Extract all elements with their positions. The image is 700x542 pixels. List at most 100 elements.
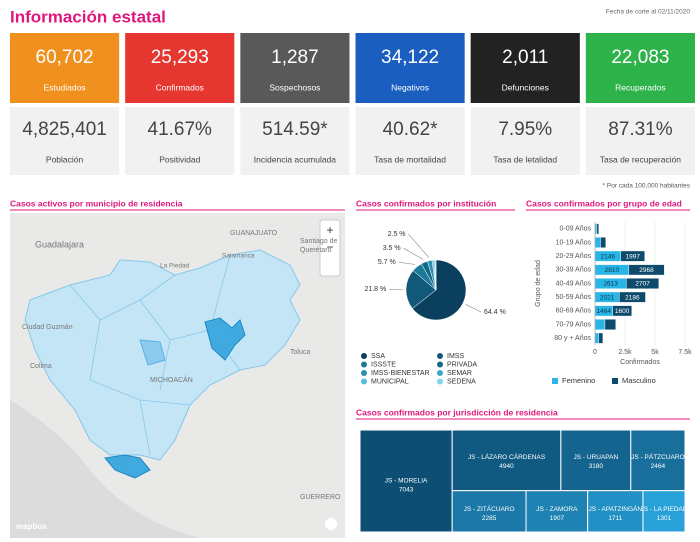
bar-value-label: 1464	[597, 308, 612, 315]
legend-label: SEDENA	[447, 378, 476, 385]
y-tick-label: 80 y + Años	[554, 335, 591, 342]
active-area	[104, 454, 151, 479]
rate-value: 7.95%	[498, 119, 552, 140]
y-tick-label: 40-49 Años	[556, 280, 592, 287]
stat-label: Recuperados	[615, 82, 666, 92]
bar-segment	[612, 305, 632, 317]
treemap-value: 1711	[608, 515, 622, 522]
treemap-label: JS - PÁTZCUARO	[631, 452, 684, 461]
y-tick-label: 0-09 Años	[559, 226, 591, 233]
treemap-value: 1907	[550, 515, 565, 522]
treemap-label: JS - ZAMORA	[536, 506, 578, 513]
stat-label: Confirmados	[156, 82, 204, 92]
map-label: Ciudad Guzmán	[22, 324, 73, 331]
pie-slice	[405, 270, 437, 309]
x-tick-label: 2.5k	[618, 349, 632, 356]
legend-marker	[552, 378, 558, 384]
rate-label: Incidencia acumulada	[254, 154, 336, 164]
bar-segment	[628, 264, 665, 276]
legend-marker	[437, 370, 443, 376]
pie-slice	[412, 259, 467, 321]
legend-marker	[437, 361, 443, 368]
rate-label: Tasa de recuperación	[600, 154, 682, 164]
section-title: Casos confirmados por institución	[356, 198, 496, 208]
treemap-label: JS - URUAPAN	[573, 454, 618, 461]
bar-value-label: 2707	[635, 281, 650, 288]
map-label: Guadalajara	[35, 239, 84, 249]
treemap-cell	[630, 429, 686, 492]
bar-segment	[594, 319, 606, 330]
stat-label: Estudiados	[44, 82, 86, 92]
zoom-button[interactable]: +	[326, 223, 333, 237]
stat-value: 60,702	[36, 47, 94, 68]
page-title: Información estatal	[10, 7, 166, 26]
treemap-value: 2464	[651, 463, 666, 470]
treemap-cell	[642, 490, 686, 533]
bar-segment	[620, 250, 645, 262]
map-label: Toluca	[290, 349, 310, 356]
legend-label: SEMAR	[447, 370, 472, 377]
legend-label: IMSS-BIENESTAR	[371, 370, 430, 377]
section-title: Casos confirmados por grupo de edad	[526, 198, 682, 208]
treemap-label: JS - LÁZARO CÁRDENAS	[468, 452, 546, 461]
rate-value: 40.62*	[383, 119, 439, 140]
pie-label: 64.4 %	[484, 309, 506, 316]
legend-label: SSA	[371, 353, 385, 360]
pie-label: 21.8 %	[364, 286, 386, 293]
y-axis-label: Grupo de edad	[535, 260, 542, 307]
stat-value: 34,122	[381, 47, 439, 68]
bar-segment	[600, 237, 606, 248]
map-label: GUERRERO	[300, 494, 341, 501]
map-label: GUANAJUATO	[230, 230, 278, 237]
map-ocean	[10, 400, 200, 538]
stat-card	[10, 33, 120, 103]
section-title: Casos activos por municipio de residenci…	[10, 198, 183, 208]
leader-line	[408, 233, 430, 258]
legend-marker	[437, 378, 443, 385]
map-attribution: mapbox	[16, 522, 47, 531]
bar-value-label: 2968	[639, 267, 654, 274]
bar-value-label: 1997	[625, 253, 640, 260]
info-button[interactable]	[325, 518, 337, 530]
legend-label: IMSS	[447, 353, 464, 360]
stat-card	[470, 33, 580, 103]
rate-label: Población	[46, 154, 84, 164]
legend-marker	[361, 353, 367, 359]
stat-card	[125, 33, 235, 103]
treemap-label: JS - MORELIA	[385, 478, 428, 485]
legend-label: MUNICIPAL	[371, 378, 409, 385]
treemap-cell	[525, 490, 589, 533]
x-tick-label: 0	[593, 349, 597, 356]
stat-label: Sospechosos	[269, 82, 320, 92]
treemap-label: JS - LA PIEDAD	[640, 506, 687, 513]
y-tick-label: 70-79 Años	[556, 321, 592, 328]
pie-slice	[434, 259, 437, 291]
rate-card	[585, 107, 695, 175]
municipal-borders	[69, 254, 241, 456]
zoom-button[interactable]: −	[326, 240, 333, 254]
rate-value: 4,825,401	[22, 119, 107, 140]
zoom-control[interactable]	[319, 219, 341, 277]
y-tick-label: 30-39 Años	[556, 267, 592, 274]
rate-value: 87.31%	[608, 119, 673, 140]
rate-card	[470, 107, 580, 175]
map-label: Salamanca	[222, 253, 255, 260]
rate-label: Tasa de mortalidad	[374, 154, 446, 164]
legend-label: Femenino	[562, 376, 595, 385]
map-label: Colima	[30, 363, 52, 370]
pie-label: 2.5 %	[388, 231, 406, 238]
rate-value: 41.67%	[148, 119, 213, 140]
legend-label: Masculino	[622, 376, 656, 385]
bar-value-label: 2613	[603, 281, 618, 288]
treemap-label: JS - ZITÁCUARO	[464, 504, 515, 513]
treemap-value: 1301	[657, 515, 672, 522]
bar-segment	[619, 291, 646, 303]
treemap-cell	[560, 429, 632, 492]
bar-value-label: 2186	[625, 294, 640, 301]
rate-value: 514.59*	[262, 119, 328, 140]
treemap-value: 7043	[399, 487, 414, 494]
stat-label: Defunciones	[502, 82, 549, 92]
map-label: La Piedad	[160, 263, 190, 270]
legend-marker	[612, 378, 618, 384]
